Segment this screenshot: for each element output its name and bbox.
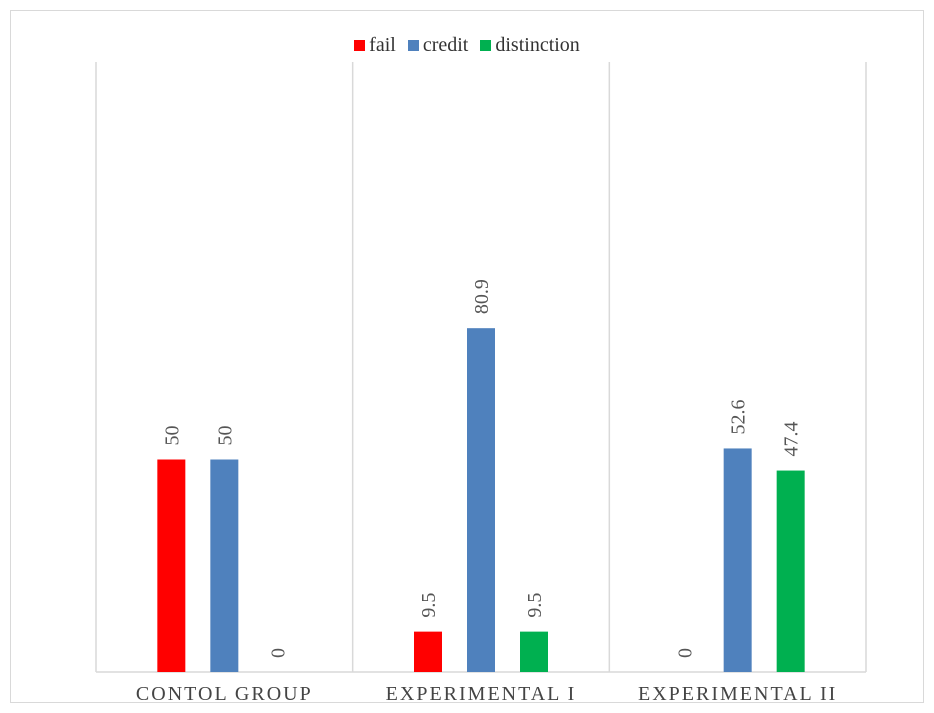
legend-swatch-fail (354, 40, 366, 51)
data-label-fail-1: 9.5 (418, 593, 440, 618)
category-label-0: CONTOL GROUP (136, 683, 313, 705)
bars (157, 328, 805, 672)
legend: fail credit distinction (0, 34, 934, 57)
bar-fail-0 (157, 459, 186, 672)
data-label-fail-2: 0 (675, 648, 697, 658)
bar-fail-1 (414, 631, 442, 672)
legend-swatch-credit (407, 40, 419, 51)
legend-item-fail: fail (354, 34, 396, 57)
category-label-1: EXPERIMENTAL I (386, 683, 577, 705)
category-label-2: EXPERIMENTAL II (638, 683, 837, 705)
legend-item-credit: credit (407, 34, 469, 57)
data-label-credit-0: 50 (214, 426, 236, 446)
bar-credit-0 (210, 459, 239, 672)
legend-label-distinction: distinction (495, 34, 580, 56)
data-label-credit-1: 80.9 (471, 279, 493, 314)
data-label-distinction-0: 0 (267, 648, 289, 658)
bar-credit-2 (723, 448, 752, 672)
data-label-fail-0: 50 (161, 426, 183, 446)
legend-swatch-distinction (480, 40, 492, 51)
category-labels: CONTOL GROUP EXPERIMENTAL I EXPERIMENTAL I… (136, 683, 837, 705)
chart-border (10, 10, 924, 703)
legend-label-fail: fail (369, 34, 396, 56)
data-labels: 50 50 0 9.5 80.9 9.5 0 52.6 47.4 (161, 279, 802, 658)
bar-distinction-1 (520, 631, 548, 672)
data-label-distinction-2: 47.4 (781, 422, 803, 457)
legend-label-credit: credit (422, 34, 469, 56)
data-label-credit-2: 52.6 (728, 399, 750, 434)
bar-credit-1 (467, 328, 495, 672)
bar-distinction-2 (776, 470, 805, 672)
legend-item-distinction: distinction (480, 34, 580, 57)
data-label-distinction-1: 9.5 (524, 593, 546, 618)
